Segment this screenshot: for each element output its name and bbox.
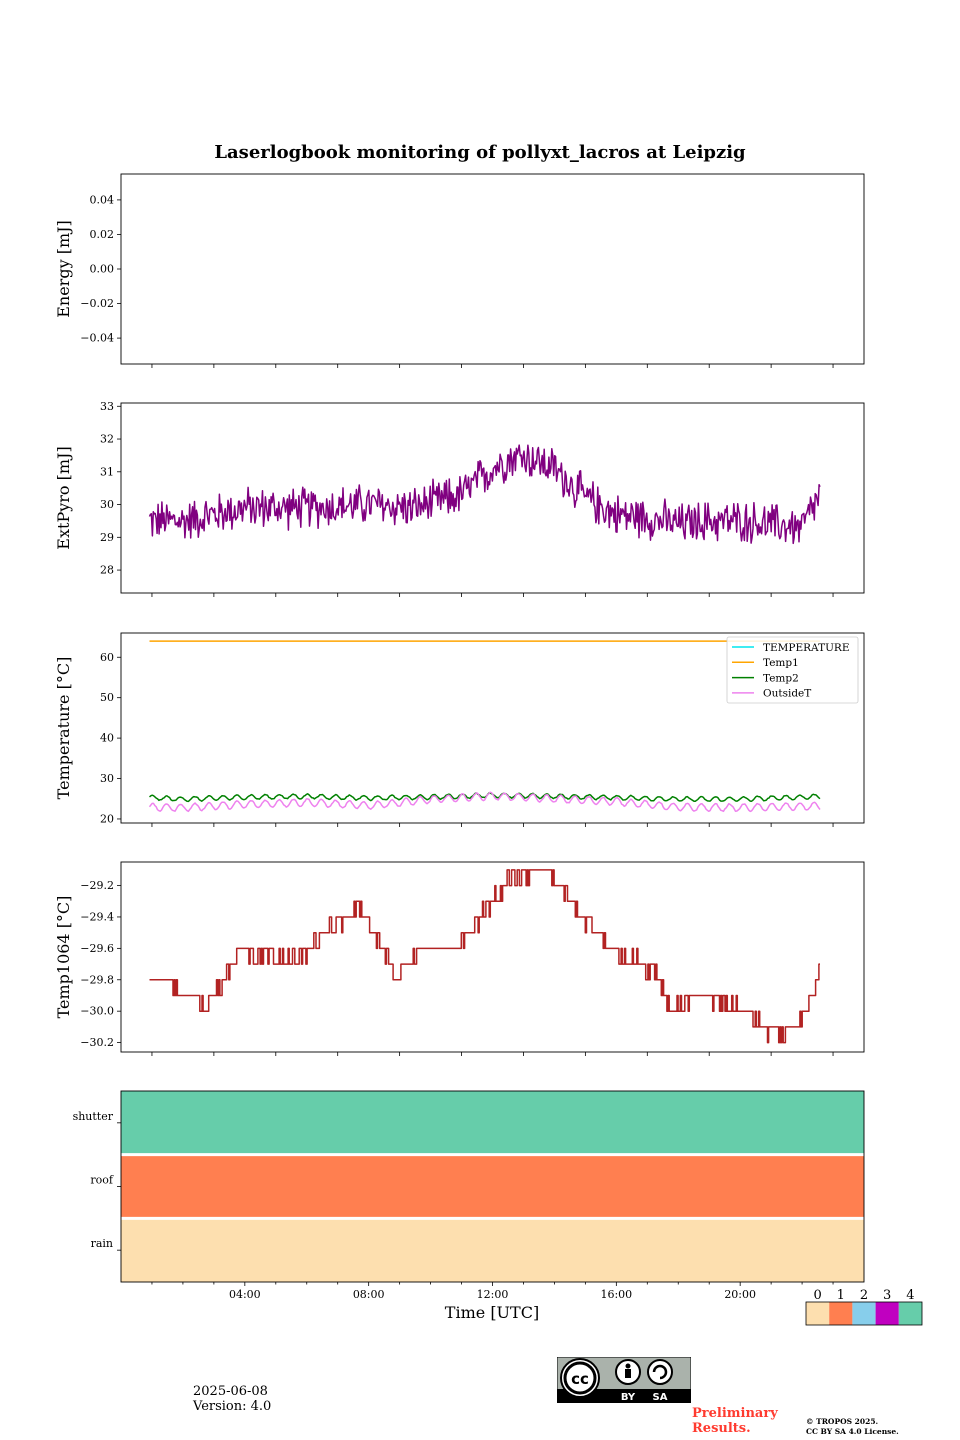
footer-version: Version: 4.0 — [193, 1399, 272, 1414]
temperatures-series-line-temp2 — [149, 792, 821, 803]
colorbar-tick-label: 3 — [883, 1288, 891, 1303]
extpyro-ytick-label: 31 — [100, 465, 114, 478]
temperatures-series-line-outsidet — [148, 791, 821, 813]
temp1064-frame — [120, 861, 865, 1053]
footer-date-version: 2025-06-08 Version: 4.0 — [193, 1384, 271, 1414]
temp1064-panel: −29.2 −29.4 −29.6 −29.8 −30.0 −30.2 Temp1064 [… — [54, 861, 865, 1056]
temp1064-series-line — [149, 869, 820, 1044]
temperatures-ytick-label: 50 — [100, 691, 114, 704]
temperatures-ytick-label: 40 — [100, 732, 114, 745]
status-band-rain — [121, 1218, 864, 1282]
colorbar-tick-label: 2 — [860, 1288, 868, 1303]
copyright-line-2: CC BY SA 4.0 License. — [806, 1427, 899, 1436]
cc-by-text: BY — [621, 1392, 636, 1403]
colorbar-segment — [875, 1302, 899, 1325]
temperatures-ylabel: Temperature [°C] — [54, 657, 73, 800]
colorbar-tick-label: 0 — [813, 1288, 821, 1303]
status-xtick-label: 08:00 — [353, 1288, 385, 1301]
temp1064-ytick-label: −29.2 — [80, 879, 114, 892]
preliminary-line-2: Results. — [692, 1421, 751, 1436]
temp1064-ytick-label: −29.4 — [80, 910, 114, 923]
status-band-shutter — [121, 1091, 864, 1155]
status-panel: shutter roof rain 04:00 08:00 12:00 16:00 20:00 — [73, 1090, 865, 1301]
legend-label-outsidet: OutsideT — [763, 688, 811, 700]
extpyro-panel: 28 29 30 31 32 33 ExtPyro [mJ] — [54, 400, 865, 597]
legend-label-temp1: Temp1 — [763, 657, 799, 669]
temperature-panel: 20 30 40 50 60 Temperature [°C] TEMPERATURE Tem… — [54, 632, 865, 827]
temp1064-ylabel: Temp1064 [°C] — [54, 896, 73, 1019]
energy-ytick-label: −0.02 — [80, 297, 114, 310]
x-axis-label: Time [UTC] — [445, 1303, 539, 1322]
cc-by-sa-logo: cc BY SA — [556, 1356, 692, 1404]
colorbar-tick-label: 4 — [906, 1288, 914, 1303]
status-row-label-roof: roof — [90, 1174, 114, 1187]
legend-label-temperature: TEMPERATURE — [763, 642, 850, 654]
extpyro-series-line — [148, 444, 821, 545]
extpyro-ylabel: ExtPyro [mJ] — [54, 446, 73, 549]
extpyro-ytick-label: 32 — [100, 433, 114, 446]
energy-ytick-label: 0.02 — [90, 228, 115, 241]
status-row-label-rain: rain — [91, 1237, 113, 1250]
temp1064-ytick-label: −29.6 — [80, 942, 114, 955]
temp1064-ytick-label: −30.0 — [80, 1005, 114, 1018]
temperatures-ytick-label: 20 — [100, 812, 114, 825]
extpyro-ytick-label: 33 — [100, 400, 114, 413]
energy-ytick-label: 0.04 — [90, 193, 115, 206]
status-xtick-label: 04:00 — [229, 1288, 261, 1301]
legend-box — [726, 636, 859, 704]
extpyro-ytick-label: 29 — [100, 531, 114, 544]
temperatures-frame — [120, 632, 865, 824]
temperatures-ytick-label: 30 — [100, 772, 114, 785]
status-xtick-label: 12:00 — [477, 1288, 509, 1301]
temp1064-ytick-label: −29.8 — [80, 973, 114, 986]
temp1064-ytick-label: −30.2 — [80, 1036, 114, 1049]
copyright-note: © TROPOS 2025. CC BY SA 4.0 License. — [806, 1417, 899, 1437]
colorbar-tick-label: 1 — [837, 1288, 845, 1303]
energy-frame — [120, 173, 865, 365]
extpyro-ytick-label: 28 — [100, 564, 114, 577]
svg-text:cc: cc — [571, 1370, 589, 1388]
status-xtick-label: 20:00 — [724, 1288, 756, 1301]
extpyro-frame — [120, 402, 865, 594]
footer-date: 2025-06-08 — [193, 1384, 268, 1399]
status-xtick-label: 16:00 — [600, 1288, 632, 1301]
energy-ytick-label: 0.00 — [90, 263, 115, 276]
temperatures-ytick-label: 60 — [100, 651, 114, 664]
colorbar-segment — [898, 1302, 922, 1325]
colorbar-segment — [852, 1302, 876, 1325]
preliminary-line-1: Preliminary — [692, 1406, 778, 1421]
preliminary-results-note: Preliminary Results. — [692, 1406, 778, 1436]
legend-label-temp2: Temp2 — [763, 672, 799, 684]
energy-ytick-label: −0.04 — [80, 332, 114, 345]
colorbar-segment — [806, 1302, 830, 1325]
status-band-roof — [121, 1154, 864, 1219]
status-row-label-shutter: shutter — [73, 1110, 114, 1123]
energy-panel: 0.04 0.02 0.00 −0.02 −0.04 Energy [mJ] — [54, 173, 865, 368]
energy-ylabel: Energy [mJ] — [54, 220, 73, 318]
colorbar-segment — [829, 1302, 853, 1325]
colorbar-frame — [805, 1301, 923, 1326]
figure-title: Laserlogbook monitoring of pollyxt_lacro… — [214, 142, 746, 163]
cc-sa-text: SA — [653, 1392, 668, 1403]
temperatures-legend: TEMPERATURE Temp1 Temp2 OutsideT — [726, 636, 859, 704]
extpyro-ytick-label: 30 — [100, 498, 114, 511]
copyright-line-1: © TROPOS 2025. — [806, 1417, 879, 1426]
